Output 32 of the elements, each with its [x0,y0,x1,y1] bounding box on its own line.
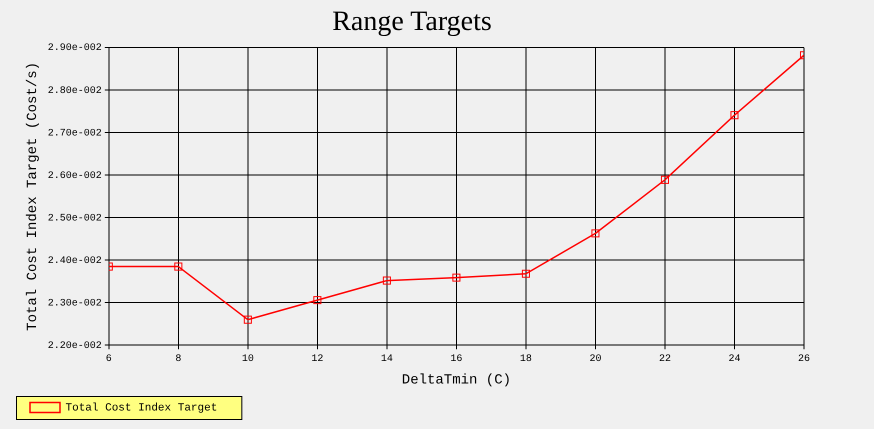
point [522,270,530,278]
point [591,229,600,238]
x-tick-label: 26 [798,354,810,365]
x-tick-label: 20 [589,354,602,365]
x-tick-label: 22 [658,354,671,365]
point [660,176,669,184]
point [313,296,322,304]
x-axis-title: DeltaTmin (C) [402,372,512,388]
x-tick-label: 18 [520,354,532,365]
point [730,111,739,120]
x-tick-label: 14 [380,354,393,365]
y-tick-label: 2.80e-002 [48,86,102,97]
y-tick-label: 2.30e-002 [48,298,102,310]
x-tick-label: 24 [728,354,740,365]
y-tick-label: 2.40e-002 [48,256,102,267]
y-tick-label: 2.50e-002 [48,213,102,224]
chart-title: Range Targets [332,6,492,38]
point [382,276,391,285]
y-tick-label: 2.70e-002 [48,128,102,140]
y-tick-label: 2.90e-002 [48,43,102,54]
y-tick-label: 2.20e-002 [48,340,102,352]
point [452,274,460,282]
x-tick-label: 8 [175,354,182,365]
legend-label: Total Cost Index Target [66,402,218,414]
y-axis-title: Total Cost Index Target (Cost/s) [25,62,42,331]
x-tick-label: 10 [242,354,254,365]
point [174,262,182,271]
x-tick-label: 12 [311,354,324,365]
point [244,316,252,324]
y-tick-label: 2.60e-002 [48,170,102,182]
x-tick-label: 6 [106,354,112,365]
x-tick-label: 16 [450,354,462,365]
